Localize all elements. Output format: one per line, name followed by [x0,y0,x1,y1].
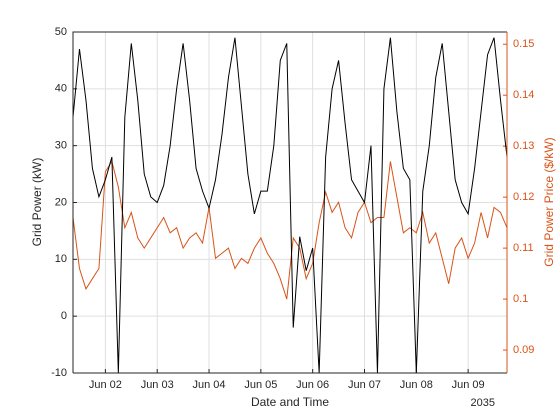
y-axis-label: Grid Power (kW) [30,158,44,247]
y2-tick-label: 0.13 [513,140,534,152]
y2-tick-label: 0.15 [513,38,534,50]
x-tick-label: Jun 09 [452,379,485,391]
axes-box [72,31,507,374]
y2-tick-label: 0.09 [513,344,534,356]
y2-tick-label: 0.11 [513,242,534,254]
series-line [73,160,507,300]
x-tick-label: Jun 07 [348,379,381,391]
y-tick-label: 0 [61,310,67,322]
x-tick-label: Jun 08 [400,379,433,391]
y-tick-label: 30 [55,140,67,152]
x-secondary-label: 2035 [471,397,495,409]
y-tick-label: -10 [51,367,67,379]
y-tick-label: 20 [55,196,67,208]
x-tick-label: Jun 06 [296,379,329,391]
y-tick-label: 50 [55,26,67,38]
y2-tick-label: 0.1 [513,293,528,305]
x-tick-label: Jun 04 [193,379,226,391]
x-tick-label: Jun 05 [244,379,277,391]
x-tick-label: Jun 03 [141,379,174,391]
y-tick-label: 40 [55,83,67,95]
x-tick-label: Jun 02 [89,379,122,391]
x-axis-label: Date and Time [251,395,329,409]
y-tick-label: 10 [55,253,67,265]
y2-axis-label: Grid Power Price ($/kW) [542,137,556,266]
y2-tick-label: 0.14 [513,89,534,101]
series-line [73,37,507,373]
y2-tick-label: 0.12 [513,191,534,203]
